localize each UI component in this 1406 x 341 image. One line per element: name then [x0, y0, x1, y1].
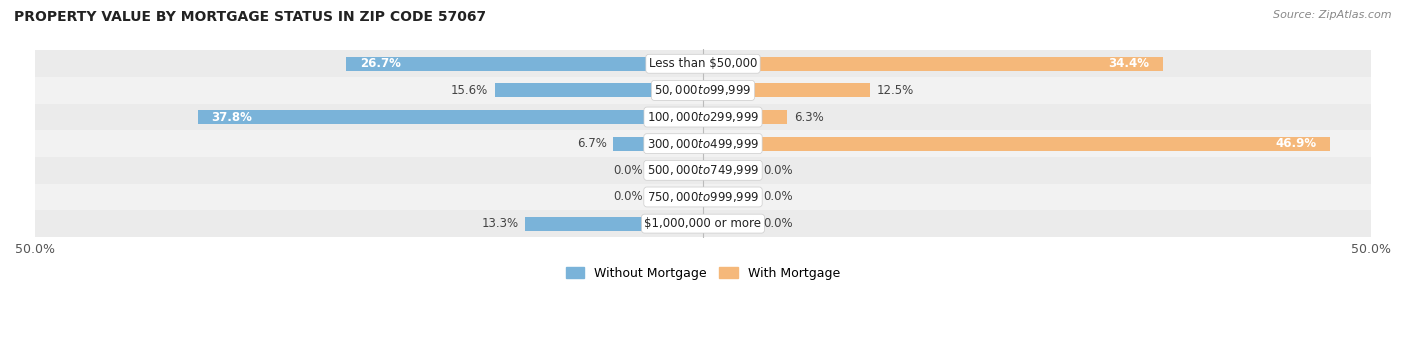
Text: 6.3%: 6.3% [794, 110, 824, 123]
Text: Less than $50,000: Less than $50,000 [648, 57, 758, 70]
Bar [198, 110, 703, 124]
Bar [346, 57, 703, 71]
Text: 0.0%: 0.0% [763, 217, 793, 230]
Bar [703, 130, 1406, 157]
Bar [650, 190, 703, 204]
Bar [703, 157, 1406, 184]
Text: PROPERTY VALUE BY MORTGAGE STATUS IN ZIP CODE 57067: PROPERTY VALUE BY MORTGAGE STATUS IN ZIP… [14, 10, 486, 24]
Bar [613, 137, 703, 151]
Text: $300,000 to $499,999: $300,000 to $499,999 [647, 137, 759, 151]
Bar [703, 50, 1406, 77]
Text: 37.8%: 37.8% [211, 110, 252, 123]
Bar [703, 184, 1406, 210]
Bar [703, 210, 1406, 237]
Text: 0.0%: 0.0% [613, 164, 643, 177]
Text: $1,000,000 or more: $1,000,000 or more [644, 217, 762, 230]
Text: 34.4%: 34.4% [1108, 57, 1149, 70]
Bar [703, 163, 756, 177]
Text: $500,000 to $749,999: $500,000 to $749,999 [647, 163, 759, 177]
Legend: Without Mortgage, With Mortgage: Without Mortgage, With Mortgage [561, 262, 845, 285]
Bar [495, 84, 703, 97]
Bar [703, 77, 1406, 104]
Bar [703, 110, 787, 124]
Bar [703, 190, 756, 204]
Text: 0.0%: 0.0% [763, 164, 793, 177]
Bar [526, 217, 703, 231]
Text: 12.5%: 12.5% [877, 84, 914, 97]
Text: 0.0%: 0.0% [613, 191, 643, 204]
Text: 13.3%: 13.3% [481, 217, 519, 230]
Bar [0, 210, 703, 237]
Bar [0, 50, 703, 77]
Text: Source: ZipAtlas.com: Source: ZipAtlas.com [1274, 10, 1392, 20]
Text: $50,000 to $99,999: $50,000 to $99,999 [654, 84, 752, 98]
Bar [0, 157, 703, 184]
Bar [703, 104, 1406, 130]
Bar [703, 84, 870, 97]
Bar [703, 57, 1163, 71]
Text: 26.7%: 26.7% [360, 57, 401, 70]
Text: 0.0%: 0.0% [763, 191, 793, 204]
Text: 15.6%: 15.6% [451, 84, 488, 97]
Bar [0, 184, 703, 210]
Text: 6.7%: 6.7% [576, 137, 607, 150]
Text: $750,000 to $999,999: $750,000 to $999,999 [647, 190, 759, 204]
Bar [0, 77, 703, 104]
Text: 46.9%: 46.9% [1275, 137, 1316, 150]
Bar [650, 163, 703, 177]
Bar [0, 130, 703, 157]
Text: $100,000 to $299,999: $100,000 to $299,999 [647, 110, 759, 124]
Bar [703, 137, 1330, 151]
Bar [0, 104, 703, 130]
Bar [703, 217, 756, 231]
